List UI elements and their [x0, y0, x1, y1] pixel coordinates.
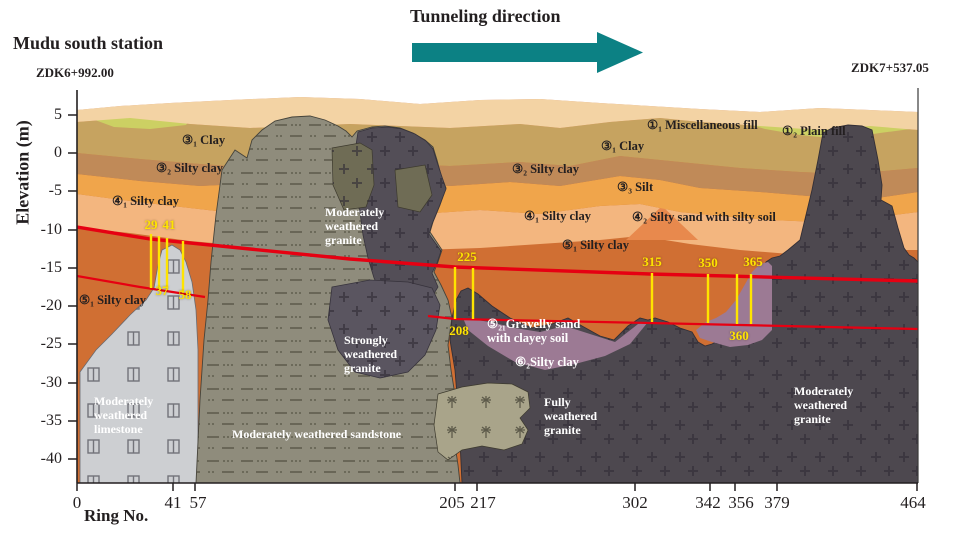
station-label: Mudu south station — [13, 33, 164, 53]
rock-label-limestone: Moderately weathered limestone — [94, 394, 154, 436]
tunneling-direction-arrow-icon — [412, 32, 643, 73]
x-tick: 217 — [470, 493, 496, 512]
rock-label-granite-mid: Moderately weathered granite — [325, 205, 385, 247]
layer-label-plain-fill: ①₂ Plain fill — [782, 124, 846, 138]
layer-label-misc-fill: ①₁ Miscellaneous fill — [647, 118, 758, 132]
y-axis-title: Elevation (m) — [12, 120, 33, 225]
x-tick: 57 — [189, 493, 207, 512]
x-tick: 205 — [439, 493, 465, 512]
ring-marker-37: 37 — [155, 283, 169, 298]
x-tick: 464 — [900, 493, 926, 512]
layer-label-silty-clay5-west: ⑤₁ Silty clay — [79, 293, 147, 307]
olive-rock-patch-a — [331, 142, 375, 211]
limestone-mass — [79, 244, 199, 483]
y-tick: 0 — [54, 144, 62, 161]
layer-label-clay-west: ③₁ Clay — [182, 133, 226, 147]
tunnel-invert-line-west — [77, 274, 206, 299]
x-tick: 379 — [764, 493, 790, 512]
rock-label-sandstone: Moderately weathered sandstone — [232, 427, 402, 441]
strongly-weathered-granite-mass — [327, 279, 441, 379]
tunnel-invert-line-east — [427, 314, 918, 331]
layer-label-silty-clay-east: ③₂ Silty clay — [512, 162, 580, 176]
layer-silty-sand-triangle — [626, 206, 698, 240]
ring-marker-350: 350 — [698, 255, 718, 270]
y-tick: -15 — [40, 259, 62, 276]
y-tick: -30 — [40, 374, 62, 391]
gravelly-purple-lens-west — [463, 318, 648, 370]
x-axis-title: Ring No. — [84, 506, 149, 525]
rock-label-granite-right: Moderately weathered granite — [794, 384, 854, 426]
ring-marker-365: 365 — [743, 254, 763, 269]
y-tick: -5 — [48, 182, 62, 199]
y-axis-ticks — [68, 114, 77, 460]
ring-marker-29: 29 — [144, 217, 158, 232]
axes-lines — [76, 90, 918, 484]
rock-label-strongly-weathered-granite: Strongly weathered granite — [344, 333, 398, 375]
ring-marker-lines — [149, 234, 753, 324]
ring-marker-225: 225 — [457, 249, 477, 264]
layer-label-silty-clay-west: ③₂ Silty clay — [156, 161, 224, 175]
y-tick: -40 — [40, 450, 62, 467]
x-tick: 0 — [72, 493, 82, 512]
x-axis-ticks — [76, 483, 918, 491]
layer-silty-clay-brown — [77, 153, 918, 199]
fully-weathered-soil-patch — [433, 382, 531, 461]
layer-label-silty-clay4-east: ④₁ Silty clay — [524, 209, 592, 223]
x-tick: 356 — [728, 493, 754, 512]
layer-label-silty-sand-east: ④₂ Silty sand with silty soil — [632, 210, 776, 224]
ring-marker-360: 360 — [729, 328, 749, 343]
chainage-right-label: ZDK7+537.05 — [851, 60, 929, 75]
layer-label-silty-clay4-west: ④₁ Silty clay — [112, 194, 180, 208]
x-tick: 302 — [622, 493, 648, 512]
rock-label-fully-weathered-granite: Fully weathered granite — [544, 395, 598, 437]
y-tick: -20 — [40, 297, 62, 314]
sky — [77, 88, 918, 112]
tunneling-direction-label: Tunneling direction — [410, 6, 561, 26]
x-tick: 342 — [695, 493, 721, 512]
y-tick: -35 — [40, 412, 62, 429]
chainage-left-label: ZDK6+992.00 — [36, 65, 114, 80]
layer-label-silt-east: ③₃ Silt — [617, 180, 654, 194]
layer-label-gravelly-sand: ⑤₂₁Gravelly sand with clayey soil — [487, 317, 581, 345]
olive-rock-patch-b — [394, 164, 433, 213]
ring-marker-41: 41 — [162, 217, 176, 232]
layer-label-silty-clay6: ⑥₂Silty clay — [515, 355, 579, 369]
x-tick: 41 — [164, 493, 182, 512]
ring-marker-208: 208 — [449, 323, 469, 338]
ring-marker-315: 315 — [642, 254, 662, 269]
ring-marker-58: 58 — [178, 287, 192, 302]
layer-label-clay-east: ③₁ Clay — [601, 139, 645, 153]
y-tick: -10 — [40, 221, 62, 238]
y-tick: -25 — [40, 335, 62, 352]
layer-label-silty-clay5-east: ⑤₁ Silty clay — [562, 238, 630, 252]
y-tick: 5 — [54, 106, 62, 123]
